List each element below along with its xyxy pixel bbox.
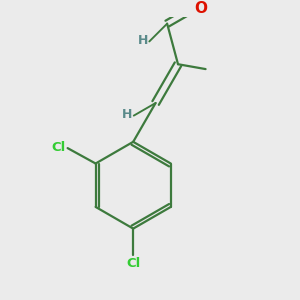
- Text: O: O: [195, 1, 208, 16]
- Text: Cl: Cl: [51, 141, 65, 154]
- Text: Cl: Cl: [126, 256, 140, 270]
- Text: H: H: [122, 108, 132, 121]
- Text: H: H: [137, 34, 148, 47]
